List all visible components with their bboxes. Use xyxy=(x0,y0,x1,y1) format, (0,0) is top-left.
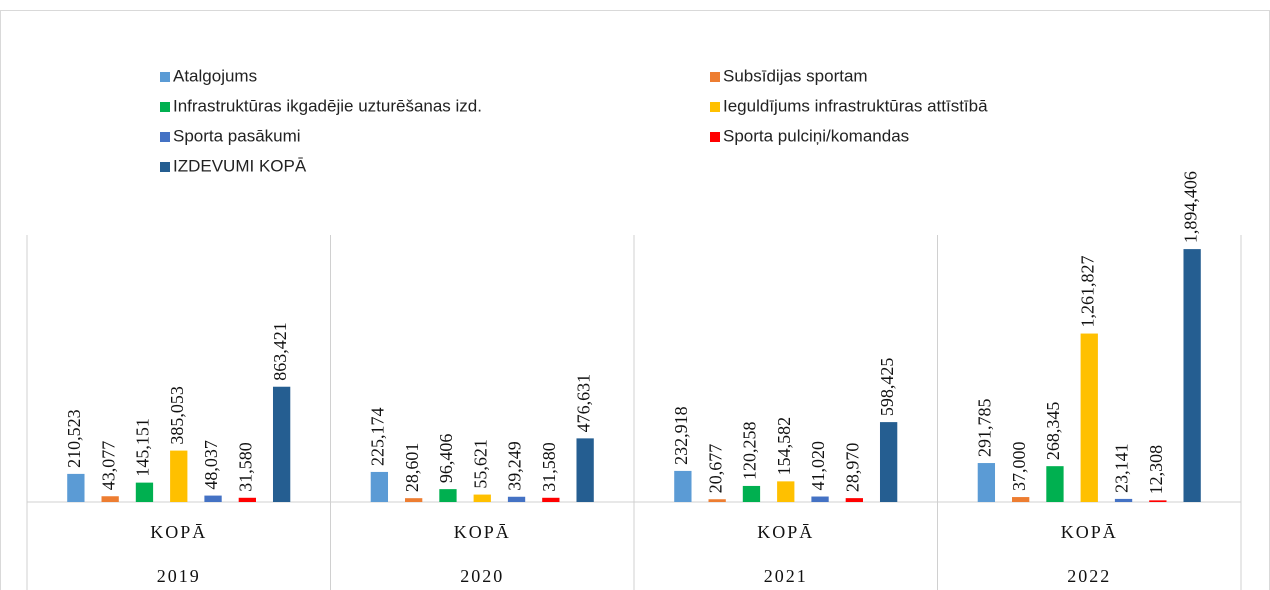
data-label: 863,421 xyxy=(270,322,290,381)
data-label: 268,345 xyxy=(1043,402,1063,461)
bar xyxy=(674,470,692,502)
legend-label: Infrastruktūras ikgadējie uzturēšanas iz… xyxy=(173,96,482,115)
legend-swatch xyxy=(710,102,720,112)
bar xyxy=(742,485,761,502)
bar xyxy=(135,482,154,502)
bar xyxy=(777,481,795,502)
x-group-label: 2022 xyxy=(1067,566,1111,586)
legend-label: Sporta pulciņi/komandas xyxy=(723,126,909,145)
data-label: 43,077 xyxy=(98,441,118,491)
data-label: 96,406 xyxy=(436,434,456,484)
data-label: 39,249 xyxy=(505,441,525,491)
data-label: 225,174 xyxy=(367,407,387,466)
bar xyxy=(811,496,829,502)
bar xyxy=(1012,497,1030,502)
legend-swatch xyxy=(160,162,170,172)
data-label: 20,677 xyxy=(705,444,725,494)
legend-label: Atalgojums xyxy=(173,66,257,85)
data-label: 291,785 xyxy=(974,399,994,458)
data-label: 23,141 xyxy=(1112,443,1132,493)
legend-label: IZDEVUMI KOPĀ xyxy=(173,156,307,175)
bar xyxy=(507,496,526,502)
bar xyxy=(473,494,491,502)
bar xyxy=(542,497,560,502)
bar xyxy=(1046,466,1064,502)
data-label: 1,894,406 xyxy=(1180,171,1200,243)
x-group-label: 2019 xyxy=(157,566,201,586)
data-label: 28,970 xyxy=(842,443,862,493)
x-tick-label: KOPĀ xyxy=(757,522,814,542)
bar xyxy=(1114,498,1133,502)
legend-swatch xyxy=(710,132,720,142)
x-group-label: 2020 xyxy=(460,566,504,586)
data-label: 145,151 xyxy=(133,418,153,477)
data-label: 37,000 xyxy=(1009,442,1029,492)
data-label: 28,601 xyxy=(402,443,422,493)
bar xyxy=(170,450,188,502)
bar xyxy=(238,497,256,502)
x-tick-label: KOPĀ xyxy=(1061,522,1118,542)
bar xyxy=(101,496,119,502)
bar xyxy=(204,495,222,502)
data-label: 120,258 xyxy=(740,421,760,480)
bar xyxy=(845,498,863,502)
data-label: 154,582 xyxy=(774,417,794,476)
bar xyxy=(370,471,389,502)
bar xyxy=(576,438,594,502)
bar xyxy=(67,473,85,502)
x-tick-label: KOPĀ xyxy=(150,522,207,542)
data-label: 55,621 xyxy=(470,439,490,489)
data-label: 31,580 xyxy=(235,442,255,492)
data-label: 31,580 xyxy=(539,442,559,492)
bar xyxy=(1183,249,1201,502)
legend-swatch xyxy=(160,132,170,142)
data-label: 210,523 xyxy=(64,409,84,468)
bar xyxy=(272,386,291,502)
legend-swatch xyxy=(160,102,170,112)
bar xyxy=(1080,333,1098,502)
bar xyxy=(977,463,996,502)
data-label: 12,308 xyxy=(1146,445,1166,495)
legend-label: Ieguldījums infrastruktūras attīstībā xyxy=(723,96,988,115)
bar xyxy=(1149,500,1167,502)
data-label: 598,425 xyxy=(877,358,897,417)
data-label: 232,918 xyxy=(671,406,691,465)
bar xyxy=(708,499,726,502)
data-label: 385,053 xyxy=(167,386,187,445)
bar xyxy=(439,489,457,502)
data-label: 1,261,827 xyxy=(1077,256,1097,328)
bar xyxy=(405,498,423,502)
x-tick-label: KOPĀ xyxy=(454,522,511,542)
legend-swatch xyxy=(160,72,170,82)
data-label: 41,020 xyxy=(808,441,828,491)
data-label: 48,037 xyxy=(201,440,221,490)
legend-label: Subsīdijas sportam xyxy=(723,66,868,85)
x-group-label: 2021 xyxy=(764,566,808,586)
data-label: 476,631 xyxy=(573,374,593,433)
legend-label: Sporta pasākumi xyxy=(173,126,301,145)
bar xyxy=(879,422,898,502)
legend-swatch xyxy=(710,72,720,82)
